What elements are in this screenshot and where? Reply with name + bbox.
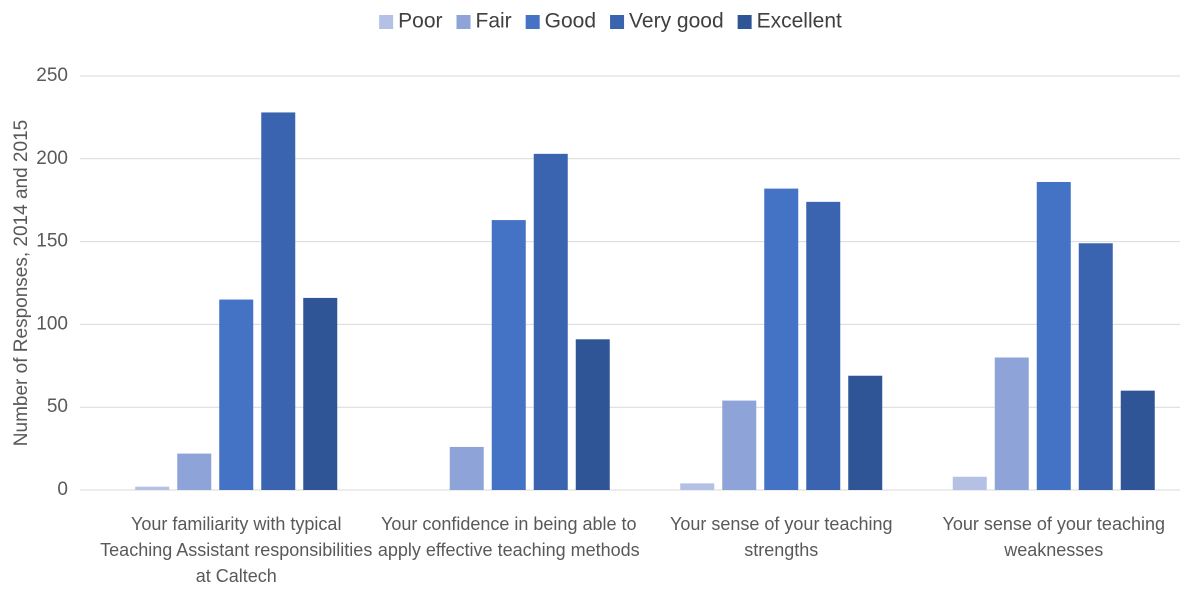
bar [848,375,883,490]
bar [303,297,338,490]
bar [680,483,715,490]
bar [952,476,987,490]
y-tick-label: 50 [47,396,68,417]
bar [1120,390,1155,490]
bar [575,339,610,490]
bar [722,400,757,490]
legend-label: Excellent [757,10,842,33]
y-tick-label: 200 [36,148,68,169]
bar [449,446,484,490]
bar [219,299,254,490]
legend-swatch [610,15,625,29]
bar [491,220,526,490]
legend-swatch [456,15,471,29]
bar [1036,181,1071,490]
bar [177,453,212,490]
legend-label: Fair [476,10,512,33]
legend-label: Very good [629,10,724,33]
y-tick-label: 100 [36,313,68,334]
y-tick-label: 0 [57,479,68,500]
legend-label: Poor [398,10,442,33]
bar [261,112,296,490]
x-tick-label: Your sense of your teaching strengths [670,514,893,560]
bar [994,357,1029,490]
bar [764,188,799,490]
legend-swatch [737,15,752,29]
legend-swatch [525,15,540,29]
legend-label: Good [545,10,596,33]
bar [533,153,568,490]
y-tick-label: 250 [36,65,68,86]
x-tick-label: Your familiarity with typical Teaching A… [100,514,373,586]
x-tick-label: Your confidence in being able to apply e… [377,514,640,560]
x-tick-label: Your sense of your teaching weaknesses [942,514,1166,560]
legend-swatch [379,15,394,29]
bar [1078,243,1113,490]
bar [806,201,841,490]
y-axis-title: Number of Responses, 2014 and 2015 [11,120,32,446]
bar [135,486,170,490]
y-tick-label: 150 [36,231,68,252]
